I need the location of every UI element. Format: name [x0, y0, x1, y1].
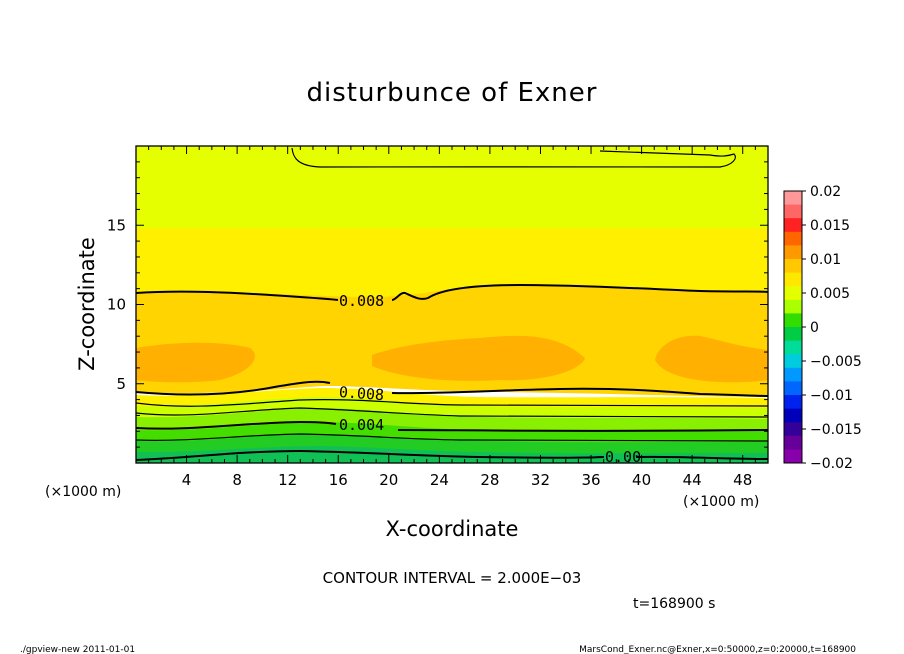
colorbar-swatch [784, 204, 802, 219]
colorbar-tick-label: 0.005 [810, 286, 850, 302]
x-tick-label: 4 [182, 471, 192, 489]
contour-line-5 [136, 433, 768, 442]
colorbar-swatch [784, 218, 802, 233]
y-tick-label: 15 [107, 216, 126, 234]
contour-lines [136, 147, 768, 461]
x-tick-label: 32 [531, 471, 550, 489]
contour-labels: 0.008 0.008 0.004 0.00 [338, 292, 641, 466]
footer-left: ./gpview-new 2011-01-01 [20, 645, 135, 654]
x-tick-label: 48 [733, 471, 752, 489]
x-tick-label: 28 [480, 471, 499, 489]
x-tick-label: 8 [232, 471, 242, 489]
colorbar-swatch [784, 191, 802, 206]
x-tick-label: 12 [278, 471, 297, 489]
colorbar-swatch [784, 327, 802, 342]
band-orange-dark [136, 342, 255, 383]
y-tick-label: 5 [116, 375, 126, 393]
colorbar-swatch [784, 272, 802, 287]
x-tick-labels: 4 8 12 16 20 24 28 32 36 40 44 48 [182, 471, 752, 489]
footer-right: MarsCond_Exner.nc@Exner,x=0:50000,z=0:20… [579, 645, 856, 654]
colorbar-swatch [784, 422, 802, 437]
band-orange-dark [372, 335, 585, 381]
contour-line-top [291, 147, 736, 168]
y-tick-label: 10 [107, 296, 126, 314]
contour-label: 0.008 [339, 292, 384, 310]
colorbar-swatch [784, 381, 802, 396]
colorbar-swatch [784, 408, 802, 423]
colorbar-swatch [784, 435, 802, 450]
colorbar-swatch [784, 259, 802, 274]
band-upper [136, 146, 768, 232]
x-axis-label: X-coordinate [386, 517, 519, 541]
colorbar-tick-label: −0.01 [810, 388, 853, 404]
axis-ticks [135, 145, 769, 464]
x-tick-label: 24 [430, 471, 449, 489]
x-tick-label: 44 [683, 471, 702, 489]
colorbar [783, 190, 803, 464]
colorbar-swatch [784, 354, 802, 369]
colorbar-swatch [784, 395, 802, 410]
colorbar-tick-label: −0.02 [810, 456, 853, 472]
colorbar-swatch [784, 245, 802, 260]
x-tick-label: 16 [329, 471, 348, 489]
time-label: t=168900 s [633, 596, 715, 612]
y-tick-labels: 5 10 15 [107, 216, 126, 393]
colorbar-swatch [784, 231, 802, 246]
chart-title: disturbunce of Exner [307, 78, 598, 108]
x-tick-label: 20 [379, 471, 398, 489]
colorbar-tick-label: 0 [810, 320, 819, 336]
contour-line-2 [136, 398, 768, 407]
x-tick-label: 36 [581, 471, 600, 489]
contour-line-0.00 [136, 449, 768, 461]
colorbar-tick-labels: 0.02 0.015 0.01 0.005 0 −0.005 −0.01 −0.015 −0.0… [802, 184, 862, 472]
contour-line-3 [136, 407, 768, 418]
contour-label: 0.004 [339, 416, 384, 434]
contour-line-0.004 [136, 420, 768, 432]
colorbar-tick-label: −0.005 [810, 354, 862, 370]
x-tick-label: 40 [632, 471, 651, 489]
colorbar-swatch [784, 299, 802, 314]
x-unit-label-right: (×1000 m) [683, 494, 759, 510]
colorbar-tick-label: 0.02 [810, 184, 841, 200]
colorbar-tick-label: 0.015 [810, 218, 850, 234]
band-orange-dark [655, 335, 768, 383]
colorbar-swatch [784, 313, 802, 328]
colorbar-swatch [784, 367, 802, 382]
colorbar-swatch [784, 340, 802, 355]
colorbar-swatch [784, 286, 802, 301]
contour-line-0.008-lower [136, 380, 768, 397]
contour-label: 0.008 [338, 383, 384, 404]
colorbar-tick-label: 0.01 [810, 252, 841, 268]
band-yellow [136, 228, 768, 298]
y-axis-label: Z-coordinate [75, 237, 99, 371]
x-unit-label-left: (×1000 m) [45, 484, 121, 500]
colorbar-tick-label: −0.015 [810, 422, 862, 438]
colorbar-swatch [784, 449, 802, 464]
contour-line-0.008-upper [136, 283, 768, 301]
contour-label: 0.00 [605, 448, 641, 466]
contour-interval: CONTOUR INTERVAL = 2.000E−03 [323, 569, 582, 587]
